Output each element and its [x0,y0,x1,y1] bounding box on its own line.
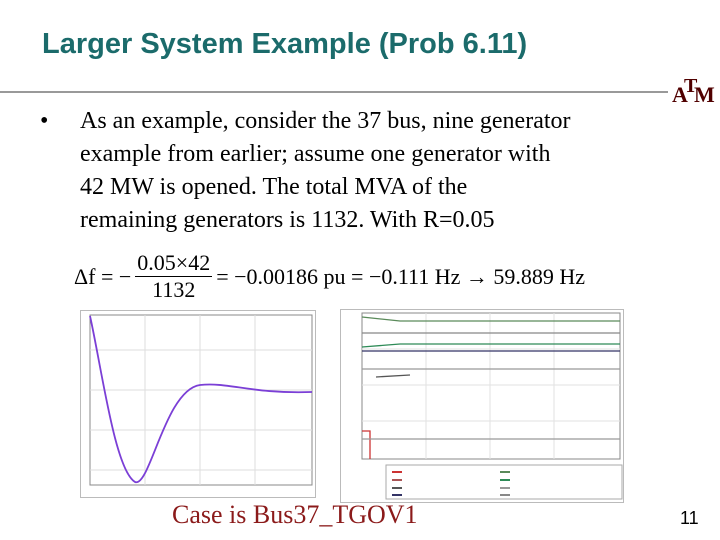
logo: A T M [672,75,715,107]
equation-lhs: Δf = − [74,263,132,289]
slide-title: Larger System Example (Prob 6.11) [42,28,528,60]
equation-rhs: = −0.00186 pu = −0.111 Hz → 59.889 Hz [216,263,586,289]
numerator: 0.05×42 [135,250,213,277]
bullet-line: example from earlier; assume one generat… [80,141,551,167]
bullet-line: 42 MW is opened. The total MVA of the [80,174,468,200]
frequency-plot-image [80,310,316,498]
page-number: 11 [680,508,699,528]
equation: Δf = − 0.05×42 1132 = −0.00186 pu = −0.1… [74,250,585,303]
caption: Case is Bus37_TGOV1 [172,500,418,529]
header-decor: A T M [0,75,715,107]
bullet-line: As an example, consider the 37 bus, nine… [80,108,571,134]
logo-letter: A [672,82,688,107]
fraction: 0.05×42 1132 [135,250,213,303]
bullet-line: remaining generators is 1132. With R=0.0… [80,207,495,233]
logo-letter: T [684,75,698,97]
logo-letter: M [694,82,715,107]
bullet-dot: • [40,108,49,134]
denominator: 1132 [152,277,196,302]
mech-input-plot-image [340,309,624,503]
